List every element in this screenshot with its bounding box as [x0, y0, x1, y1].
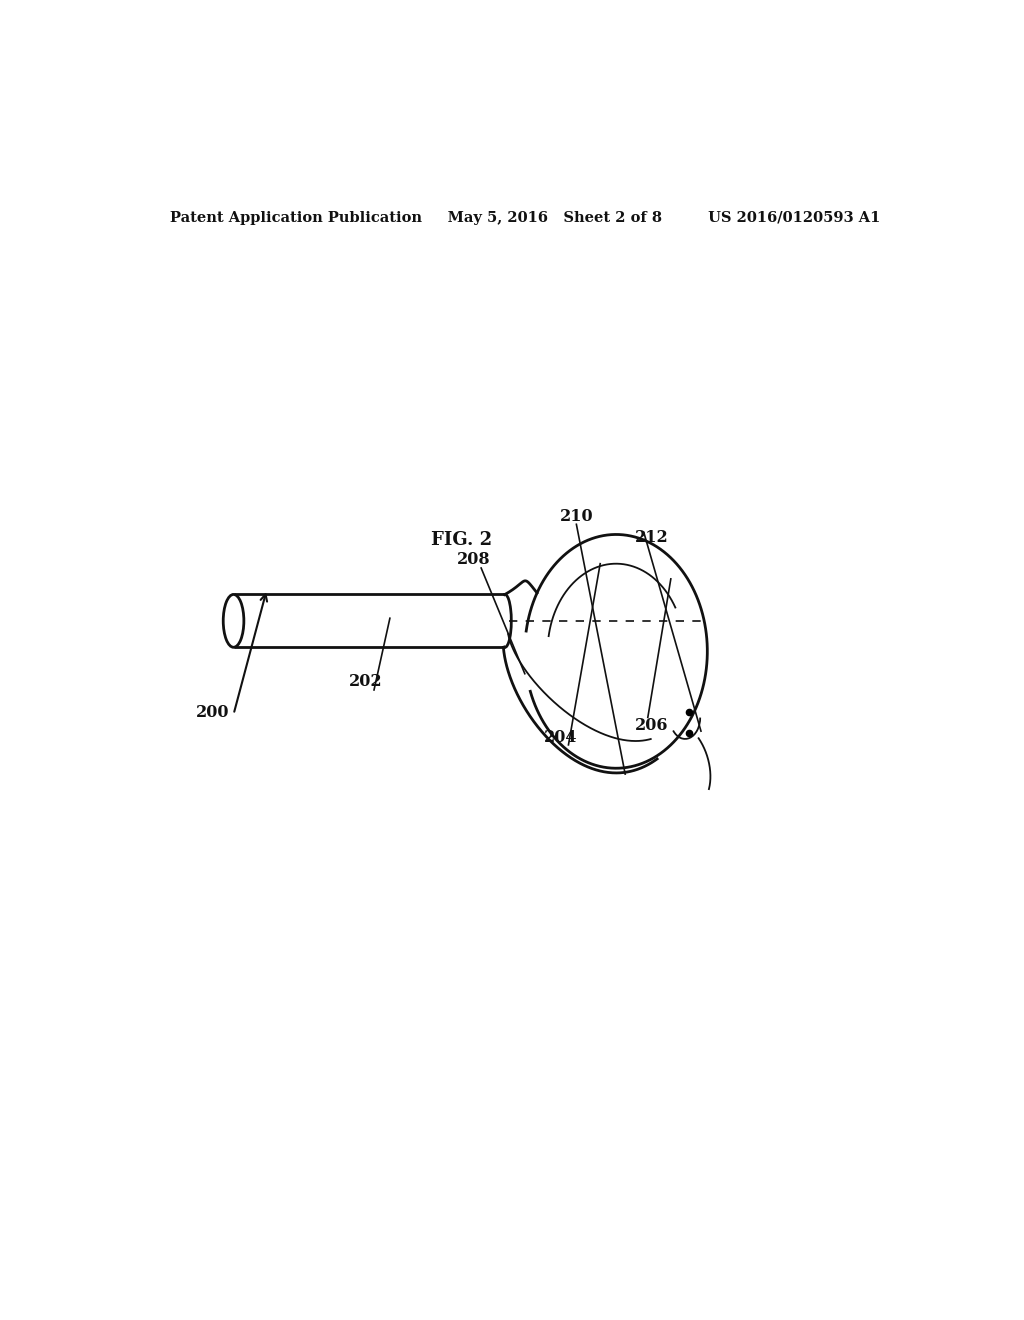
Text: Patent Application Publication     May 5, 2016   Sheet 2 of 8         US 2016/01: Patent Application Publication May 5, 20… — [170, 211, 880, 224]
Text: 212: 212 — [635, 529, 669, 546]
Text: 206: 206 — [635, 717, 669, 734]
Text: 204: 204 — [544, 729, 578, 746]
Text: 202: 202 — [349, 673, 383, 690]
Text: 210: 210 — [559, 508, 593, 524]
Text: 208: 208 — [457, 552, 490, 569]
Text: FIG. 2: FIG. 2 — [431, 531, 492, 549]
Text: 200: 200 — [196, 704, 229, 721]
